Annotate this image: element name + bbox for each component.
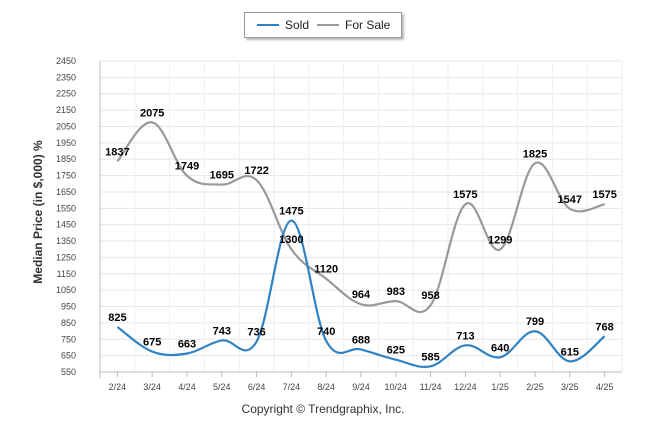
data-label-for-sale: 1837	[105, 146, 129, 158]
data-label-for-sale: 958	[421, 290, 439, 302]
data-label-for-sale: 1722	[244, 165, 268, 177]
y-tick-label: 1250	[56, 252, 76, 262]
data-label-sold: 688	[352, 334, 370, 346]
legend-label-sold: Sold	[285, 18, 310, 32]
x-tick-label: 9/24	[352, 382, 370, 392]
x-tick-label: 4/25	[596, 382, 614, 392]
data-label-for-sale: 2075	[140, 107, 164, 119]
data-label-for-sale: 1825	[523, 148, 547, 160]
y-tick-label: 2050	[56, 121, 76, 131]
legend-label-for-sale: For Sale	[345, 18, 391, 32]
x-tick-label: 11/24	[420, 382, 442, 392]
y-tick-label: 850	[61, 318, 76, 328]
data-label-for-sale: 1575	[453, 189, 477, 201]
data-label-for-sale: 964	[352, 289, 371, 301]
data-label-for-sale: 1120	[314, 264, 338, 276]
x-tick-label: 10/24	[385, 382, 408, 392]
x-tick-label: 12/24	[454, 382, 477, 392]
data-label-for-sale: 1300	[279, 234, 303, 246]
copyright-text: Copyright © Trendgraphix, Inc.	[241, 402, 405, 416]
y-tick-label: 2350	[56, 72, 76, 82]
data-label-sold: 768	[595, 321, 613, 333]
data-label-sold: 713	[456, 330, 474, 342]
x-tick-label: 5/24	[213, 382, 231, 392]
y-tick-label: 550	[61, 367, 76, 377]
y-tick-label: 2250	[56, 89, 76, 99]
data-label-sold: 736	[247, 327, 265, 339]
y-axis-label: Median Price (in $,000) %	[31, 140, 45, 284]
y-tick-label: 1150	[57, 269, 76, 279]
y-tick-label: 750	[61, 334, 76, 344]
data-label-sold: 640	[491, 342, 509, 354]
legend-swatch-sold	[257, 24, 279, 26]
y-tick-label: 2150	[56, 105, 76, 115]
y-tick-label: 1450	[56, 220, 76, 230]
x-tick-label: 1/25	[491, 382, 509, 392]
x-tick-label: 6/24	[248, 382, 266, 392]
legend: Sold For Sale	[244, 12, 402, 38]
data-label-for-sale: 1749	[175, 161, 199, 173]
data-label-sold: 740	[317, 326, 335, 338]
data-label-sold: 1475	[279, 206, 303, 218]
data-label-sold: 615	[561, 346, 579, 358]
data-label-sold: 825	[108, 312, 126, 324]
x-tick-label: 3/25	[561, 382, 579, 392]
gridlines	[99, 60, 623, 378]
x-tick-label: 3/24	[143, 382, 161, 392]
y-tick-label: 1850	[56, 154, 76, 164]
x-axis-ticks: 2/24 3/24 4/24 5/24 6/24 7/24 8/24 9/24 10/24 11/…	[109, 372, 614, 392]
y-tick-label: 950	[61, 302, 76, 312]
legend-item-sold[interactable]: Sold	[257, 13, 309, 37]
x-tick-label: 8/24	[317, 382, 335, 392]
data-label-for-sale: 1299	[488, 234, 512, 246]
y-tick-label: 1350	[56, 236, 76, 246]
data-label-sold: 585	[421, 351, 439, 363]
y-tick-label: 1650	[56, 187, 76, 197]
data-label-sold: 799	[526, 316, 544, 328]
data-label-for-sale: 983	[387, 286, 405, 298]
data-label-sold: 663	[178, 339, 196, 351]
x-tick-label: 4/24	[178, 382, 196, 392]
data-label-for-sale: 1575	[592, 189, 616, 201]
x-tick-label: 2/25	[526, 382, 544, 392]
data-label-sold: 625	[387, 345, 405, 357]
series-lines	[116, 121, 606, 368]
x-tick-label: 7/24	[283, 382, 301, 392]
y-axis-ticks: 550 650 750 850 950 1050 1150 1250 1350 1450 1550 1…	[56, 56, 76, 377]
y-tick-label: 1050	[56, 285, 76, 295]
series-line-sold	[116, 219, 606, 368]
legend-swatch-for-sale	[317, 24, 339, 26]
series-line-for-sale	[116, 121, 605, 314]
y-tick-label: 1550	[56, 203, 76, 213]
data-label-sold: 743	[213, 325, 231, 337]
y-tick-label: 1950	[56, 138, 76, 148]
data-label-for-sale: 1547	[558, 194, 582, 206]
data-label-sold: 675	[143, 337, 161, 349]
y-tick-label: 1750	[56, 171, 76, 181]
y-tick-label: 2450	[56, 56, 76, 66]
data-labels: 825 675 663 743 736 1475 740 688 625 585 713 640 799…	[105, 107, 617, 363]
y-tick-label: 650	[61, 351, 76, 361]
data-label-for-sale: 1695	[210, 170, 234, 182]
x-tick-label: 2/24	[109, 382, 127, 392]
legend-item-for-sale[interactable]: For Sale	[317, 13, 390, 37]
